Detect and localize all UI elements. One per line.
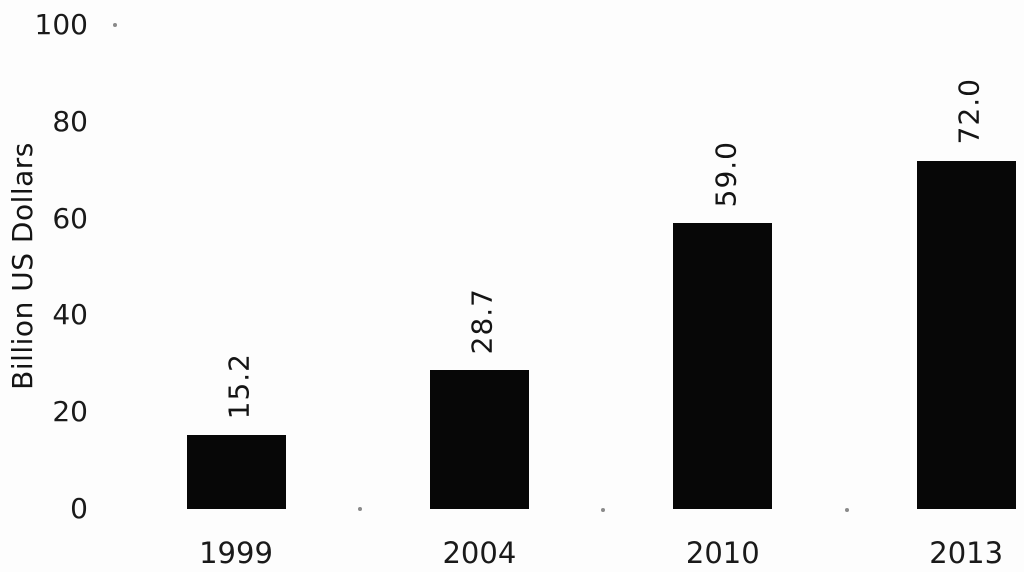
bar-value-label: 59.0 xyxy=(709,141,742,211)
bar xyxy=(673,223,773,509)
bar-value-text: 28.7 xyxy=(465,287,499,355)
tick-dot xyxy=(113,23,117,27)
bar-value-text: 59.0 xyxy=(709,141,743,208)
x-axis-category-label: 1999 xyxy=(199,536,273,570)
bar-value-label: 72.0 xyxy=(953,78,986,148)
x-axis-category-label: 2010 xyxy=(685,536,760,570)
y-axis-tick-label: 40 xyxy=(52,298,88,332)
x-axis-category-label: 2013 xyxy=(929,536,1004,570)
tick-dot xyxy=(845,508,849,512)
bar-value-label: 28.7 xyxy=(466,288,499,358)
tick-dot xyxy=(601,508,605,512)
bar xyxy=(916,160,1016,509)
bar xyxy=(429,370,529,509)
y-axis-tick-label: 20 xyxy=(52,395,88,429)
bar-value-text: 15.2 xyxy=(222,353,256,420)
y-axis-tick-label: 100 xyxy=(34,8,88,41)
bar xyxy=(186,435,286,509)
y-axis-title: Billion US Dollars xyxy=(6,142,39,390)
y-axis-tick-label: 0 xyxy=(70,492,88,525)
x-axis-category-label: 2004 xyxy=(442,536,517,570)
bar-value-label: 15.2 xyxy=(223,353,256,423)
y-axis-tick-label: 80 xyxy=(52,104,88,138)
tick-dot xyxy=(358,507,362,511)
y-axis-tick-label: 60 xyxy=(52,201,88,235)
bar-value-text: 72.0 xyxy=(952,78,986,145)
